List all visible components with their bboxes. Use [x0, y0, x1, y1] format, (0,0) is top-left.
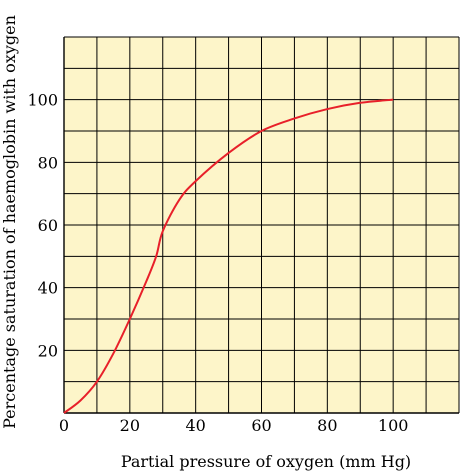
x-tick-label: 80: [317, 416, 337, 435]
x-tick-label: 20: [120, 416, 140, 435]
y-tick-label: 40: [38, 279, 58, 298]
y-tick-label: 100: [27, 91, 58, 110]
y-axis-label: Percentage saturation of haemoglobin wit…: [0, 15, 19, 429]
saturation-curve: [63, 98, 394, 414]
y-tick-label: 80: [38, 153, 58, 172]
x-tick-label: 60: [251, 416, 271, 435]
x-tick-label: 40: [185, 416, 205, 435]
x-tick-label: 100: [378, 416, 409, 435]
y-tick-label: 60: [38, 216, 58, 235]
x-axis-label: Partial pressure of oxygen (mm Hg): [121, 452, 411, 471]
y-tick-label: 20: [38, 341, 58, 360]
x-tick-label: 0: [59, 416, 69, 435]
